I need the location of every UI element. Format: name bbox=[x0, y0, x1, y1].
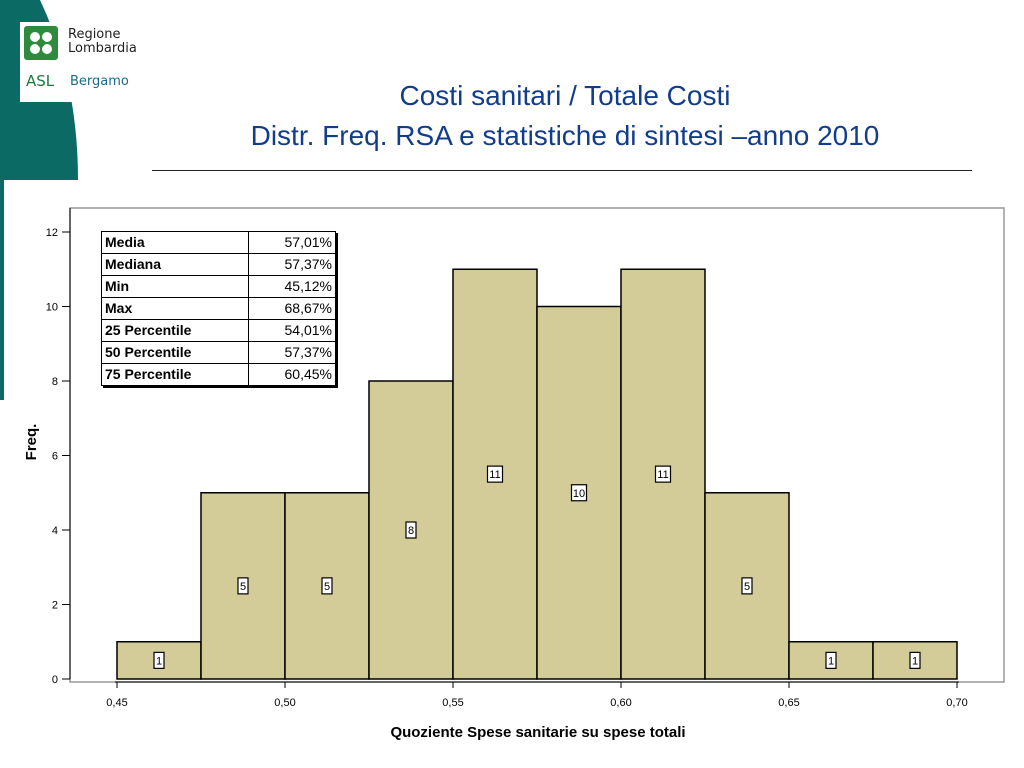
rose-glyph bbox=[30, 32, 52, 54]
x-tick-label: 0,65 bbox=[778, 697, 799, 709]
stats-label: 25 Percentile bbox=[101, 319, 249, 342]
stats-label: Mediana bbox=[101, 253, 249, 276]
stats-label: Max bbox=[101, 297, 249, 320]
bar-count-box bbox=[825, 651, 837, 669]
stats-row: Min 45,12% bbox=[101, 275, 336, 298]
bar-count-label: 5 bbox=[240, 581, 246, 593]
y-tick-label: 6 bbox=[52, 451, 58, 463]
stats-row: 75 Percentile 60,45% bbox=[101, 363, 336, 386]
bar-count-box bbox=[237, 577, 249, 595]
bar-count-label: 8 bbox=[408, 525, 414, 537]
y-tick-label: 8 bbox=[52, 376, 58, 388]
x-axis-label: Quoziente Spese sanitarie su spese total… bbox=[390, 724, 685, 741]
page-title-line1: Costi sanitari / Totale Costi bbox=[399, 80, 731, 111]
bar-count-box bbox=[321, 577, 333, 595]
stats-value: 45,12% bbox=[248, 275, 336, 298]
logo-line2: Lombardia bbox=[68, 41, 137, 56]
y-tick-label: 2 bbox=[52, 600, 58, 612]
logo-line1: Regione bbox=[68, 27, 121, 42]
stats-row: Max 68,67% bbox=[101, 297, 336, 320]
stats-row: 25 Percentile 54,01% bbox=[101, 319, 336, 342]
page-title-line2: Distr. Freq. RSA e statistiche di sintes… bbox=[250, 120, 880, 151]
stats-value: 57,37% bbox=[248, 341, 336, 364]
decorative-band-strip bbox=[0, 180, 4, 400]
bar-count-label: 11 bbox=[489, 469, 500, 481]
lombardia-rose-icon bbox=[24, 26, 58, 60]
bar-count-label: 1 bbox=[156, 655, 162, 667]
bar-count-label: 10 bbox=[573, 488, 585, 500]
stats-value: 57,01% bbox=[248, 231, 336, 254]
x-tick-label: 0,50 bbox=[274, 697, 295, 709]
y-tick-label: 0 bbox=[52, 674, 58, 686]
x-tick-label: 0,70 bbox=[946, 697, 967, 709]
stats-value: 57,37% bbox=[248, 253, 336, 276]
y-axis-label: Freq. bbox=[23, 424, 40, 461]
summary-stats-table: Media 57,01% Mediana 57,37% Min 45,12% Max 68,6… bbox=[101, 231, 336, 386]
bar-count-label: 1 bbox=[828, 655, 834, 667]
bar-count-box bbox=[486, 465, 504, 483]
axes-layer: 0 2 4 6 8 10 12 0,45 0,50 0,55 0,60 0,65 0,70 bbox=[46, 208, 968, 709]
bar-count-box bbox=[654, 465, 672, 483]
y-tick-label: 4 bbox=[52, 525, 58, 537]
stats-label: 50 Percentile bbox=[101, 341, 249, 364]
stats-value: 68,67% bbox=[248, 297, 336, 320]
logo-city: Bergamo bbox=[70, 74, 129, 89]
bar-count-label: 5 bbox=[324, 581, 330, 593]
y-tick-label: 12 bbox=[46, 227, 58, 239]
bar-count-label: 11 bbox=[657, 469, 668, 481]
bar-count-box bbox=[909, 651, 921, 669]
logo: Regione Lombardia ASL Bergamo bbox=[20, 22, 170, 102]
x-tick-label: 0,45 bbox=[106, 697, 127, 709]
y-tick-label: 10 bbox=[46, 302, 58, 314]
bar-count-box bbox=[405, 521, 417, 539]
x-tick-label: 0,60 bbox=[610, 697, 631, 709]
bar-count-label: 5 bbox=[744, 581, 750, 593]
logo-asl: ASL bbox=[26, 72, 55, 90]
stats-row: Media 57,01% bbox=[101, 231, 336, 254]
stats-row: 50 Percentile 57,37% bbox=[101, 341, 336, 364]
bar-count-box bbox=[741, 577, 753, 595]
stats-value: 54,01% bbox=[248, 319, 336, 342]
stats-label: 75 Percentile bbox=[101, 363, 249, 386]
stats-row: Mediana 57,37% bbox=[101, 253, 336, 276]
bar-count-box bbox=[153, 651, 165, 669]
title-divider bbox=[152, 170, 972, 171]
stats-label: Media bbox=[101, 231, 249, 254]
histogram-bar bbox=[284, 492, 370, 680]
stats-value: 60,45% bbox=[248, 363, 336, 386]
bar-count-box bbox=[570, 484, 588, 502]
stats-label: Min bbox=[101, 275, 249, 298]
x-tick-label: 0,55 bbox=[442, 697, 463, 709]
bar-count-label: 1 bbox=[912, 655, 918, 667]
